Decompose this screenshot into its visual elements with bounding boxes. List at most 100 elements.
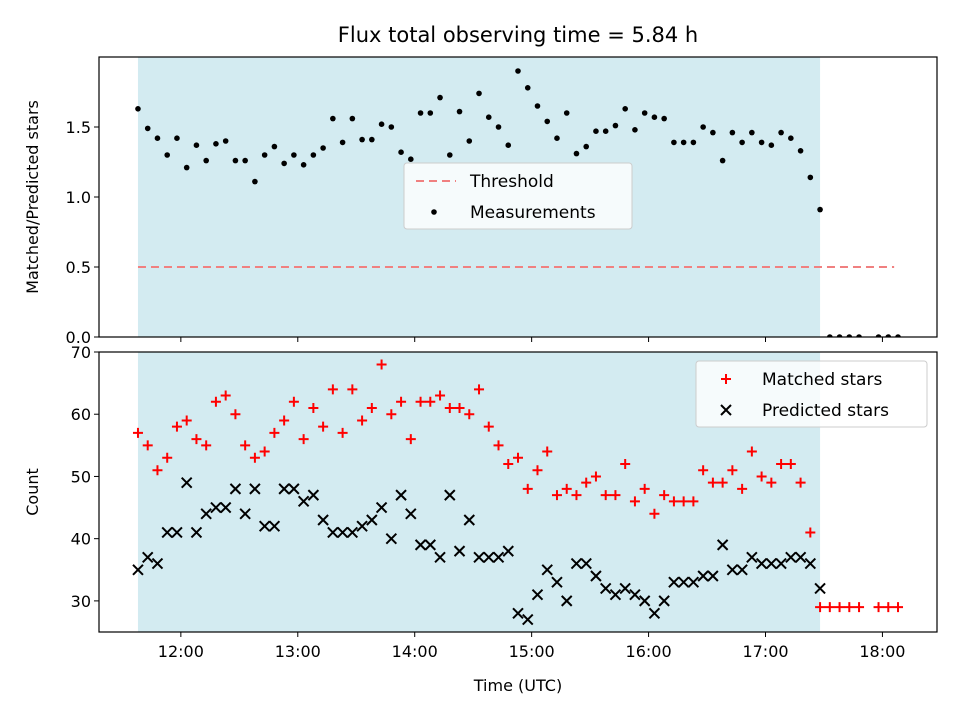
predicted-star-point (346, 526, 359, 539)
matched-star-point (581, 477, 592, 488)
predicted-star-point (278, 483, 290, 495)
measurement-point (446, 152, 453, 158)
matched-star-point (503, 459, 514, 469)
matched-star-point (201, 440, 212, 451)
predicted-star-point (785, 551, 797, 564)
predicted-star-point (171, 526, 183, 539)
matched-star-point (327, 384, 338, 395)
predicted-star-point (483, 551, 495, 564)
measurement-point (739, 139, 745, 146)
measurement-point (671, 139, 677, 146)
plot-area (135, 68, 901, 337)
predicted-star-point (219, 501, 232, 514)
matched-star-point (571, 490, 582, 501)
matched-star-point (230, 409, 241, 420)
legend: Threshold Measurements (403, 162, 633, 230)
predicted-star-point (239, 508, 251, 520)
matched-star-point (707, 477, 718, 488)
matched-star-point (435, 390, 446, 401)
matched-star-point (854, 602, 865, 613)
measurement-point (885, 334, 892, 337)
x-tick-label: 14:00 (392, 642, 438, 661)
matched-star-point (464, 409, 475, 420)
measurement-point (602, 128, 609, 134)
matched-star-point (522, 483, 533, 494)
predicted-star-point (707, 570, 719, 582)
matched-star-point (776, 459, 787, 469)
matched-star-point (756, 471, 767, 482)
measurement-point (554, 135, 560, 141)
measurement-point (330, 115, 336, 122)
measurement-point (320, 145, 326, 151)
predicted-star-point (229, 483, 242, 495)
measurement-point (768, 142, 775, 148)
matched-star-point (396, 396, 407, 407)
matched-star-point (513, 452, 523, 463)
legend-label: Predicted stars (762, 401, 889, 421)
axes-frame (98, 351, 938, 633)
y-tick-label: 40 (71, 530, 91, 549)
matched-star-point (620, 459, 631, 469)
ratio-panel: 0.0 0.5 1.0 1.5 Matched/Predicted stars Thres… (23, 56, 938, 347)
matched-star-point (366, 403, 377, 413)
matched-star-point (600, 490, 611, 501)
y-axis-label: Count (23, 468, 42, 516)
measurement-point (827, 334, 833, 337)
predicted-star-point (609, 588, 622, 601)
matched-star-point (493, 440, 504, 451)
predicted-star-point (161, 526, 173, 539)
measurement-point (817, 206, 823, 213)
measurement-point (700, 124, 706, 130)
predicted-star-point (405, 508, 417, 520)
measurement-point (632, 127, 638, 133)
predicted-star-point (414, 539, 427, 551)
matched-star-point (542, 446, 553, 457)
predicted-star-point (366, 514, 378, 526)
measurement-point (612, 122, 619, 129)
predicted-star-point (765, 557, 778, 570)
matched-star-point (688, 496, 699, 507)
measurement-point (281, 160, 287, 167)
matched-star-point (269, 427, 280, 438)
legend: Matched stars Predicted stars (695, 360, 928, 428)
legend-matched-swatch (721, 374, 731, 384)
matched-star-point (210, 396, 221, 407)
predicted-star-point (619, 582, 631, 595)
matched-star-point (386, 409, 397, 420)
y-tick-label: 70 (71, 343, 91, 362)
measurement-point (193, 142, 200, 148)
matched-star-point (279, 415, 290, 426)
matched-star-point (727, 465, 738, 476)
y-tick-label: 60 (71, 405, 91, 424)
predicted-star-point (288, 483, 300, 495)
measurement-point (534, 103, 541, 109)
measurement-point (758, 139, 765, 146)
predicted-star-point (580, 557, 592, 570)
matched-star-point (152, 465, 163, 476)
matched-star-point (659, 490, 670, 501)
measurement-point (252, 178, 258, 185)
predicted-star-point (434, 551, 446, 564)
y-tick-label: 30 (71, 592, 91, 611)
measurement-point (807, 174, 814, 181)
y-tick-label: 0.0 (66, 328, 91, 347)
matched-star-point (717, 477, 728, 488)
x-tick-label: 12:00 (158, 642, 204, 661)
measurement-point (641, 110, 648, 116)
matched-star-point (844, 602, 855, 613)
measurement-point (388, 124, 395, 130)
measurement-point (593, 128, 599, 134)
measurement-point (505, 142, 512, 148)
measurement-point (456, 108, 463, 115)
matched-star-point (240, 440, 251, 451)
matched-star-point (795, 477, 806, 488)
matched-star-point (220, 390, 231, 401)
predicted-star-point (190, 526, 203, 539)
predicted-star-point (424, 539, 437, 551)
predicted-star-point (453, 545, 466, 557)
matched-star-point (191, 434, 202, 445)
predicted-star-point (200, 508, 212, 520)
legend-measurement-swatch (431, 209, 437, 215)
measurement-point (144, 125, 151, 132)
y-axis-label: Matched/Predicted stars (23, 100, 42, 294)
